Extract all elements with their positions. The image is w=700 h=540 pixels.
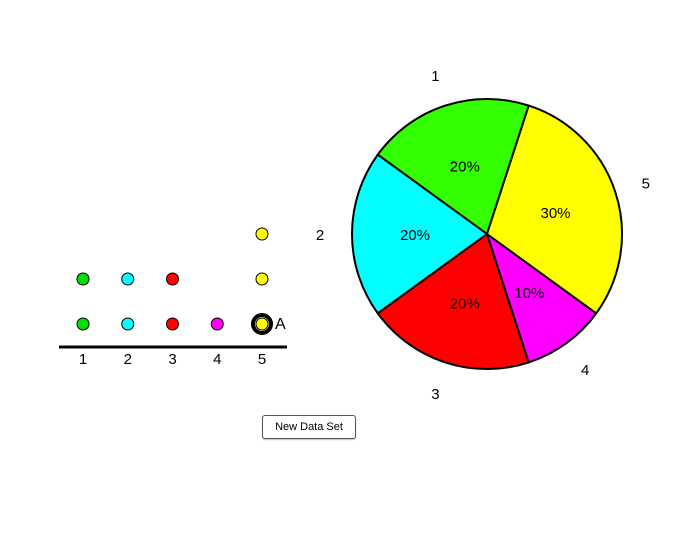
dot-plot-point[interactable] — [76, 272, 90, 286]
pie-percent-label: 10% — [514, 285, 544, 302]
pie-percent-label: 20% — [450, 159, 480, 176]
dot-plot-points[interactable] — [76, 227, 269, 331]
dot-plot-tick-label: 5 — [258, 351, 266, 368]
dot-plot-point[interactable] — [121, 272, 135, 286]
pie-category-label: 1 — [431, 68, 439, 85]
dot-plot-tick-label: 2 — [124, 351, 132, 368]
pie-category-label: 3 — [431, 386, 439, 403]
pie-category-label: 5 — [642, 175, 650, 192]
selected-point-ring[interactable] — [251, 313, 273, 335]
pie-percent-label: 30% — [540, 205, 570, 222]
dot-plot-point[interactable] — [255, 317, 269, 331]
dot-plot-point[interactable] — [210, 317, 224, 331]
dot-plot-point[interactable] — [255, 272, 269, 286]
pie-percent-label: 20% — [450, 296, 480, 313]
pie-category-label: 2 — [316, 227, 324, 244]
dot-plot-tick-label: 3 — [168, 351, 176, 368]
pie-slice — [376, 98, 530, 235]
pie-slice — [350, 153, 488, 315]
pie-slice — [376, 233, 530, 370]
dot-plot-point[interactable] — [255, 227, 269, 241]
new-data-set-button[interactable]: New Data Set — [262, 415, 356, 439]
pie-slice — [486, 233, 598, 364]
dot-plot-tick-label: 4 — [213, 351, 221, 368]
dot-plot-point[interactable] — [76, 317, 90, 331]
pie-percent-label: 20% — [400, 227, 430, 244]
dot-plot: 1 2 3 4 5 A — [59, 227, 287, 368]
dot-plot-tick-label: 1 — [79, 351, 87, 368]
pie-chart: 20% 1 20% 2 20% 3 10% 4 30% 5 — [316, 68, 650, 403]
dot-plot-point[interactable] — [121, 317, 135, 331]
dot-plot-point[interactable] — [166, 272, 179, 286]
pie-category-label: 4 — [581, 362, 589, 379]
dot-plot-point[interactable] — [166, 317, 179, 331]
pie-slice — [486, 104, 623, 315]
dot-plot-tick-labels: 1 2 3 4 5 — [79, 351, 266, 368]
point-label: A — [275, 316, 286, 333]
